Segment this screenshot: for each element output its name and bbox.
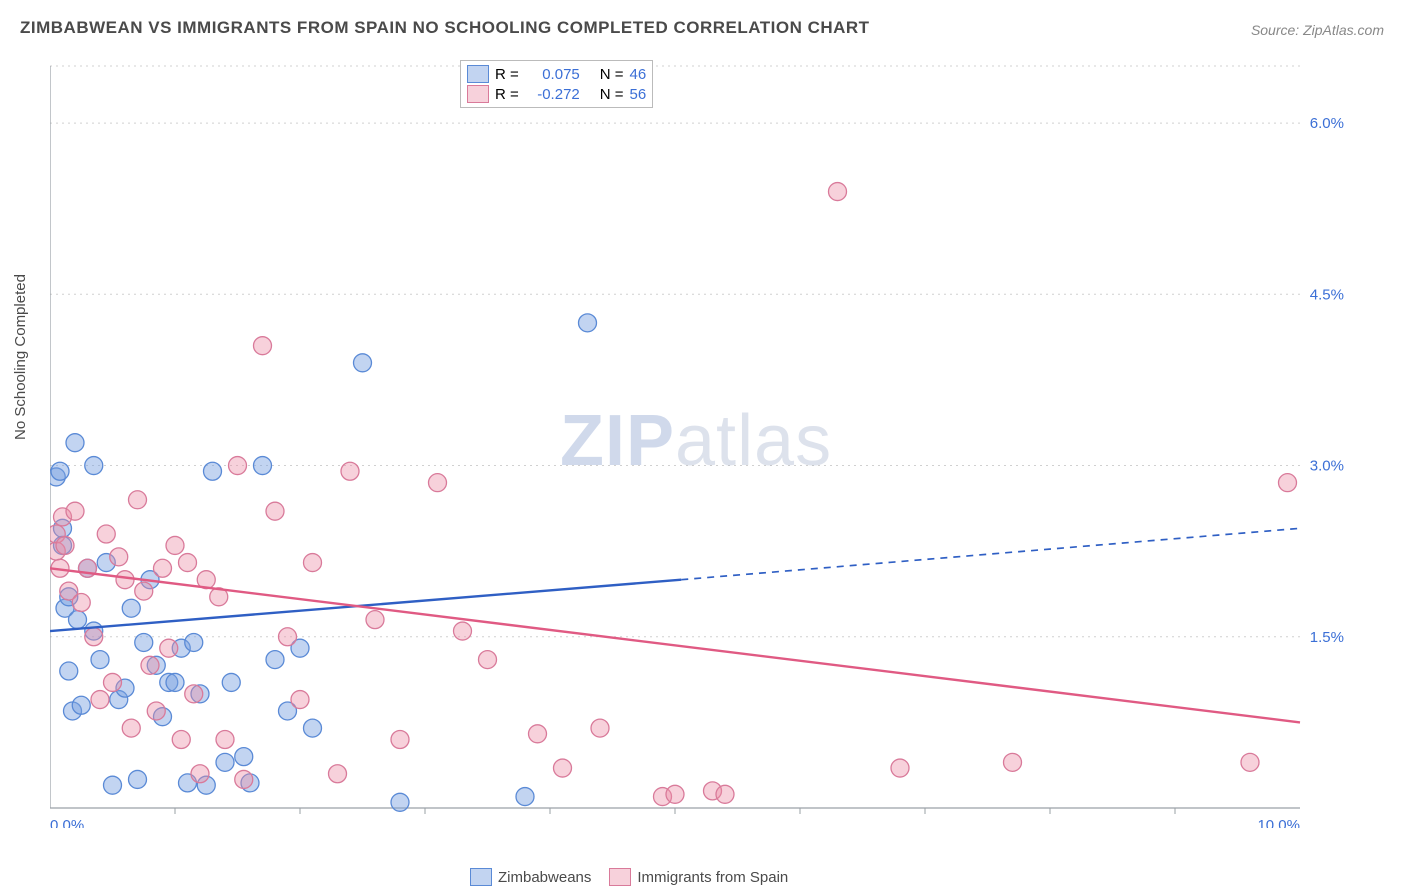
swatch-zimbabweans xyxy=(467,65,489,83)
svg-text:6.0%: 6.0% xyxy=(1310,115,1344,132)
legend-item-spain: Immigrants from Spain xyxy=(609,868,788,886)
svg-text:0.0%: 0.0% xyxy=(50,817,84,828)
series-legend: Zimbabweans Immigrants from Spain xyxy=(470,868,788,886)
n-value-spain: 56 xyxy=(630,86,647,103)
legend-label-zimbabweans: Zimbabweans xyxy=(498,869,591,886)
svg-text:10.0%: 10.0% xyxy=(1257,817,1300,828)
swatch-spain xyxy=(467,85,489,103)
r-label: R = xyxy=(495,86,519,103)
legend-row-zimbabweans: R = 0.075 N = 46 xyxy=(467,64,646,84)
n-label: N = xyxy=(600,66,624,83)
swatch-spain-icon xyxy=(609,868,631,886)
svg-text:1.5%: 1.5% xyxy=(1310,629,1344,646)
chart-svg: 1.5% 3.0% 4.5% 6.0% 0.0% 10.0% xyxy=(50,58,1350,828)
r-value-spain: -0.272 xyxy=(525,86,580,103)
chart-title: ZIMBABWEAN VS IMMIGRANTS FROM SPAIN NO S… xyxy=(20,18,870,38)
r-value-zimbabweans: 0.075 xyxy=(525,66,580,83)
legend-row-spain: R = -0.272 N = 56 xyxy=(467,84,646,104)
source-label: Source: ZipAtlas.com xyxy=(1251,22,1384,38)
legend-item-zimbabweans: Zimbabweans xyxy=(470,868,591,886)
r-label: R = xyxy=(495,66,519,83)
n-label: N = xyxy=(600,86,624,103)
chart-area: 1.5% 3.0% 4.5% 6.0% 0.0% 10.0% xyxy=(50,58,1350,828)
legend-label-spain: Immigrants from Spain xyxy=(637,869,788,886)
correlation-legend: R = 0.075 N = 46 R = -0.272 N = 56 xyxy=(460,60,653,108)
svg-text:3.0%: 3.0% xyxy=(1310,458,1344,475)
y-axis-label: No Schooling Completed xyxy=(12,274,29,440)
swatch-zimbabweans-icon xyxy=(470,868,492,886)
n-value-zimbabweans: 46 xyxy=(630,66,647,83)
svg-text:4.5%: 4.5% xyxy=(1310,286,1344,303)
